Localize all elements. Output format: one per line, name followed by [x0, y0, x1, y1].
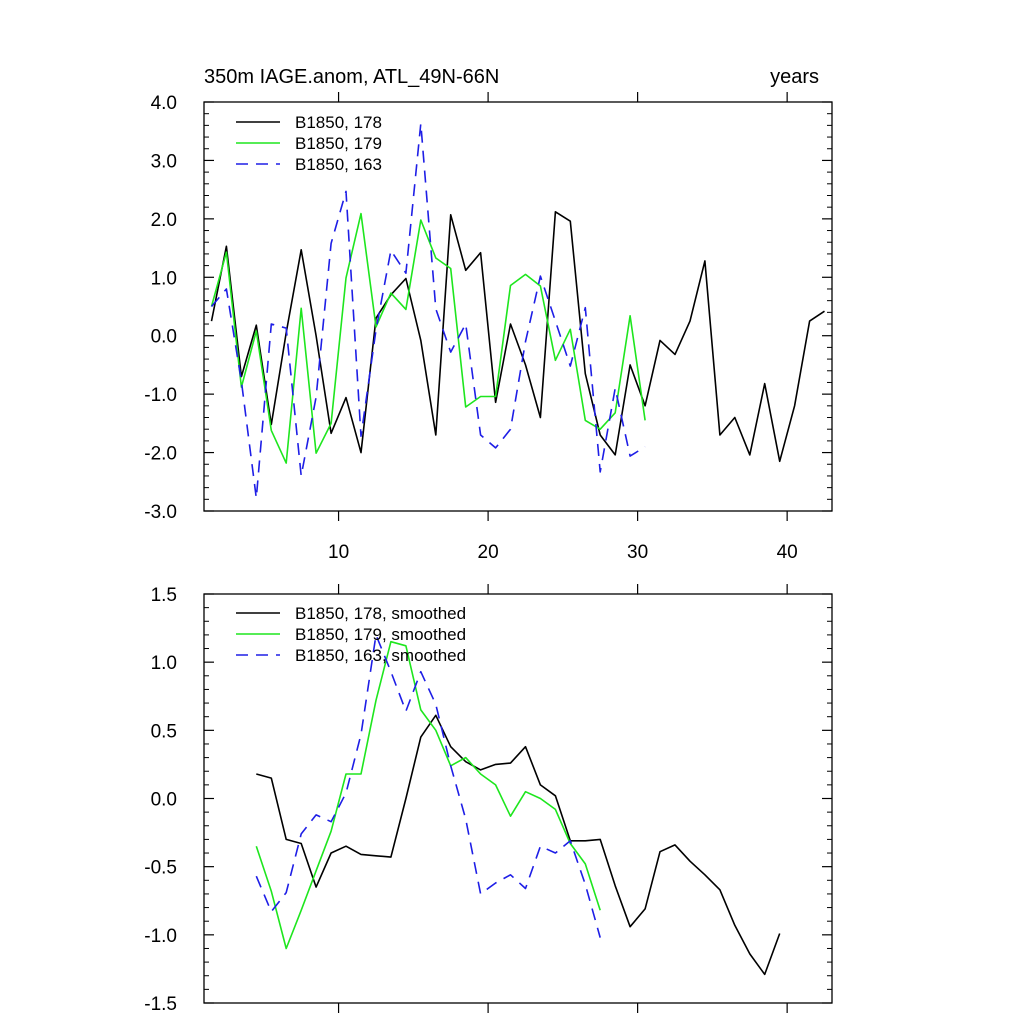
- top-panel-title: 350m IAGE.anom, ATL_49N-66N: [204, 66, 499, 88]
- top-panel-series: [210, 122, 825, 499]
- top-panel: 350m IAGE.anom, ATL_49N-66N years -3.0 -2…: [144, 66, 833, 563]
- bottom-panel-series: [255, 634, 781, 976]
- top-y-tick-label: 2.0: [151, 210, 177, 231]
- bottom-panel: -1.5 -1.0 -0.5 0.0 0.5 1.0 1.5 B1850, 178, smo…: [144, 584, 833, 1015]
- legend-label-b1850-178-smoothed: B1850, 178, smoothed: [295, 604, 466, 623]
- top-x-tick-label: 40: [777, 542, 798, 563]
- legend-label-b1850-179-smoothed: B1850, 179, smoothed: [295, 625, 466, 644]
- top-panel-frame: [203, 101, 833, 512]
- bottom-y-tick-label: 0.0: [151, 790, 177, 811]
- series-line-b1850-178: [210, 211, 825, 463]
- bottom-panel-ticks: -1.5 -1.0 -0.5 0.0 0.5 1.0 1.5: [144, 584, 832, 1015]
- series-line-b1850-179: [210, 212, 646, 464]
- top-y-tick-label: -1.0: [144, 385, 177, 406]
- top-y-tick-label: -3.0: [144, 502, 177, 523]
- bottom-panel-legend: B1850, 178, smoothed B1850, 179, smoothed…: [236, 604, 466, 665]
- top-y-tick-label: 3.0: [151, 151, 177, 172]
- legend-label-b1850-163-smoothed: B1850, 163, smoothed: [295, 646, 466, 665]
- series-line-b1850-179-smoothed: [255, 640, 601, 950]
- bottom-y-tick-label: -1.5: [144, 994, 177, 1015]
- bottom-y-tick-label: 0.5: [151, 721, 177, 742]
- top-panel-legend: B1850, 178 B1850, 179 B1850, 163: [236, 113, 382, 174]
- top-x-tick-label: 20: [478, 542, 499, 563]
- top-y-tick-label: 1.0: [151, 268, 177, 289]
- top-x-tick-label: 10: [328, 542, 349, 563]
- legend-label-b1850-179: B1850, 179: [295, 134, 382, 153]
- bottom-y-tick-label: -1.0: [144, 926, 177, 947]
- bottom-y-tick-label: 1.5: [151, 585, 177, 606]
- top-y-tick-label: 4.0: [151, 93, 177, 114]
- bottom-y-tick-label: -0.5: [144, 858, 177, 879]
- series-line-b1850-163: [210, 122, 646, 499]
- legend-label-b1850-163: B1850, 163: [295, 155, 382, 174]
- top-panel-ticks: -3.0 -2.0 -1.0 0.0 1.0 2.0 3.0 4.0 10 20 30 40: [144, 92, 832, 563]
- series-line-b1850-163-smoothed: [255, 634, 601, 938]
- top-x-tick-label: 30: [627, 542, 648, 563]
- top-y-tick-label: 0.0: [151, 327, 177, 348]
- bottom-y-tick-label: 1.0: [151, 653, 177, 674]
- legend-label-b1850-178: B1850, 178: [295, 113, 382, 132]
- series-line-b1850-178-smoothed: [256, 714, 781, 976]
- top-y-tick-label: -2.0: [144, 444, 177, 465]
- top-panel-units: years: [770, 66, 819, 88]
